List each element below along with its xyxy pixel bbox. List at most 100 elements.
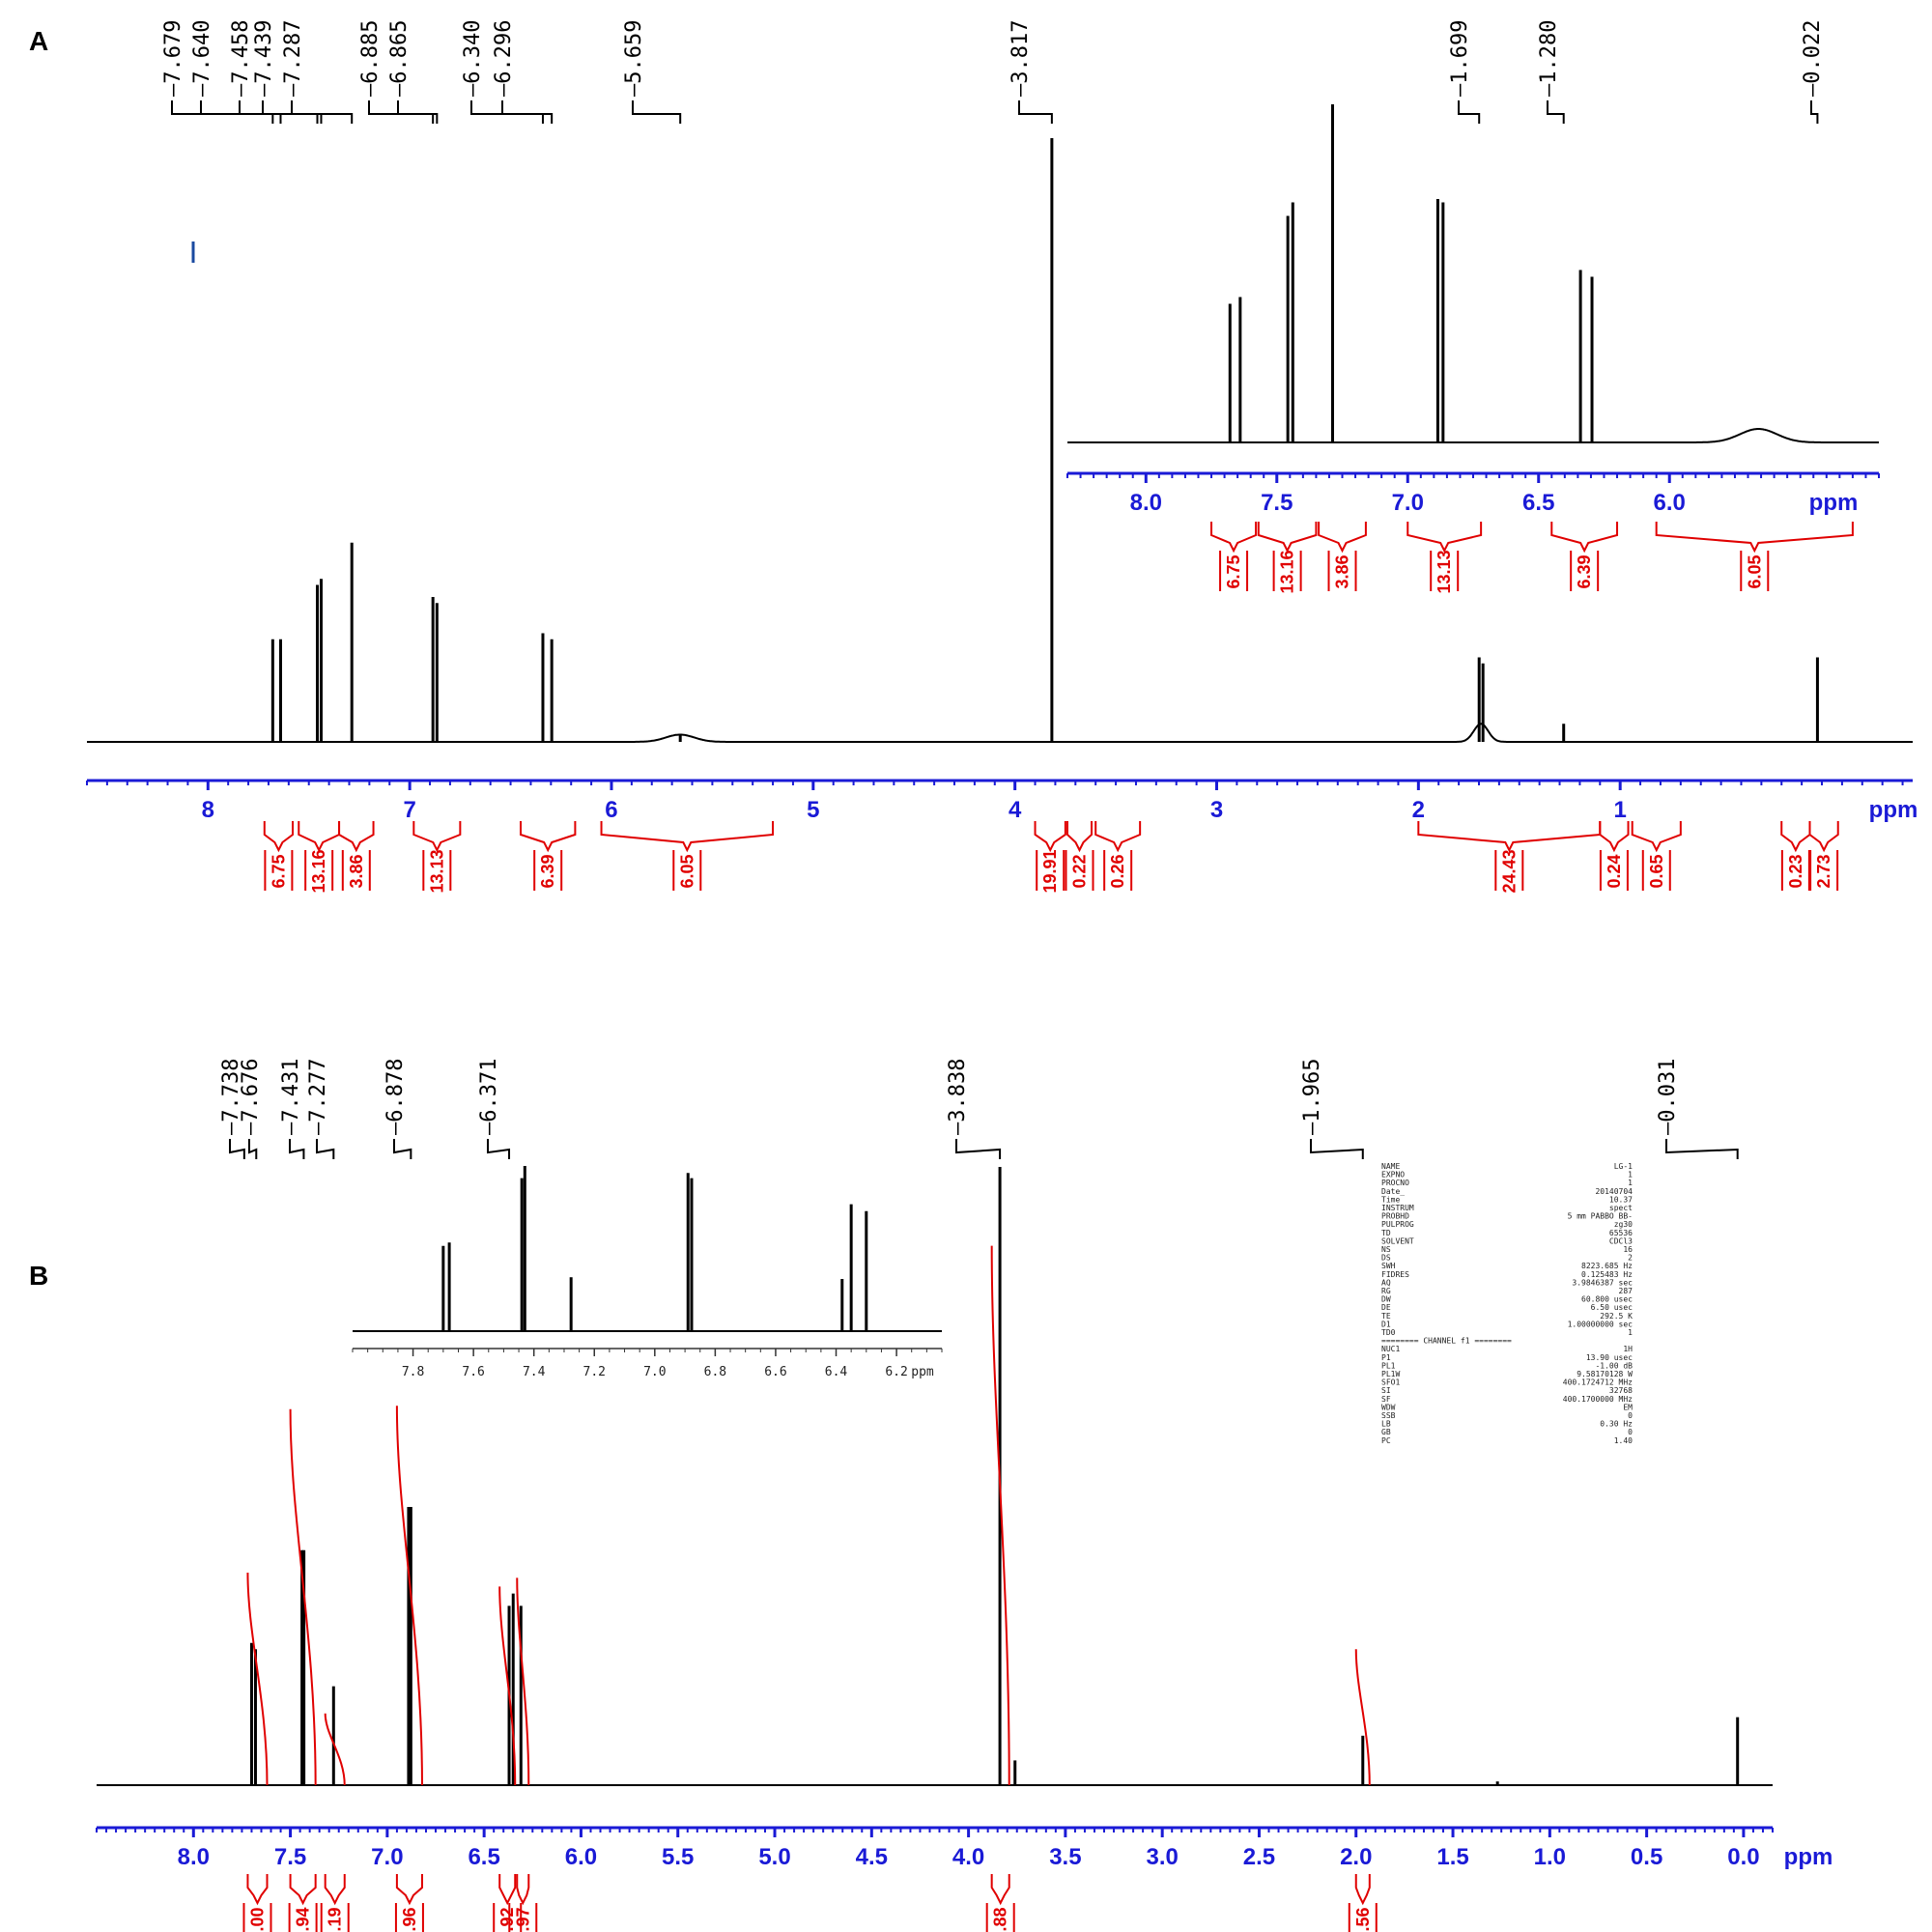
panel-a-inset-axis-unit: ppm: [1809, 490, 1859, 516]
panel-b-integral-curve: [1354, 1649, 1371, 1786]
panel-a-peak-label: —0.022: [1801, 20, 1825, 97]
panel-b-tick-label: 8.0: [178, 1844, 210, 1870]
panel-a-integral-value: 13.13: [427, 849, 446, 893]
acquisition-parameter-value: 5 mm PABBO BB-: [1568, 1212, 1633, 1221]
panel-a-peak-label: —5.659: [622, 20, 646, 97]
panel-a-inset-integral-value: 3.86: [1333, 554, 1352, 588]
panel-b-integral-bracket: [395, 1874, 423, 1906]
panel-a-integral-bracket: [600, 821, 775, 853]
panel-b-peak-leader: [955, 1139, 1002, 1159]
panel-b-peak-label: —7.431: [279, 1059, 303, 1135]
panel-b-peak-label: —7.676: [239, 1059, 263, 1135]
panel-a-spectrum: 8 7 6 5 4 3 2 1 ppm 6.75 13.16 3.86 13.13 6.39 6.05 19.…: [86, 20, 1918, 894]
acquisition-parameter-value: 1.00000000 sec: [1568, 1320, 1634, 1328]
acquisition-parameter-value: LG-1: [1614, 1162, 1633, 1171]
acquisition-parameter-name: TE: [1381, 1312, 1391, 1321]
panel-b-peak-leader: [393, 1139, 412, 1159]
panel-a-integral-value: 0.26: [1108, 854, 1127, 888]
acquisition-parameter-name: Time: [1381, 1195, 1400, 1204]
panel-a-baseline: [87, 723, 1913, 743]
panel-b-inset-tick-label: 7.8: [402, 1365, 424, 1379]
panel-a-peak-leader: [632, 100, 682, 124]
acquisition-parameter-name: DE: [1381, 1303, 1391, 1312]
acquisition-parameter-value: 1: [1628, 1328, 1633, 1337]
panel-a-peak-leader: [1547, 100, 1565, 124]
panel-b-integral-bracket: [498, 1874, 517, 1906]
panel-a-inset-tick-label: 6.5: [1522, 490, 1554, 516]
panel-a-integral-bracket: [1808, 821, 1839, 853]
panel-b-peak-leader: [487, 1139, 511, 1159]
acquisition-parameter-value: 1.40: [1614, 1436, 1633, 1445]
panel-a-peak-label: —6.296: [492, 20, 516, 97]
panel-b-integral-curve: [990, 1245, 1010, 1786]
panel-b-integral-value: 0.92: [497, 1907, 517, 1932]
panel-b-tick-label: 7.5: [274, 1844, 306, 1870]
panel-a-peak-label: —7.287: [281, 20, 305, 97]
panel-b-tick-label: 0.0: [1727, 1844, 1759, 1870]
panel-b-tick-label: 5.5: [662, 1844, 694, 1870]
panel-b-integral-value: 1.96: [400, 1907, 419, 1932]
acquisition-parameter-value: zg30: [1614, 1220, 1633, 1229]
panel-a-integral-value: 0.65: [1647, 854, 1666, 888]
panel-a-inset-baseline: [1067, 428, 1879, 443]
panel-b-peak-label: —3.838: [946, 1059, 970, 1135]
panel-a-peak-leader: [239, 100, 319, 124]
panel-a-inset-spectrum: 8.0 7.5 7.0 6.5 6.0 ppm 6.75 13.16 3.86 13.13 6.39…: [1066, 104, 1880, 594]
panel-b-tick-label: 6.5: [468, 1844, 499, 1870]
acquisition-parameter-value: 32768: [1609, 1386, 1633, 1395]
acquisition-parameter-name: SF: [1381, 1395, 1391, 1404]
panel-a-peak-label: —7.439: [252, 20, 276, 97]
acquisition-parameter-name: SOLVENT: [1381, 1236, 1414, 1245]
panel-b-spectrum: 8.0 7.5 7.0 6.5 6.0 5.5 5.0 4.5 4.0 3.5 3.0 2.5 2.0 1…: [96, 1059, 1833, 1932]
panel-a-peak-leader: [397, 100, 439, 124]
panel-a-peak-label: —1.699: [1448, 20, 1472, 97]
panel-b-peak-label: —6.878: [384, 1059, 408, 1135]
panel-b-tick-label: 5.0: [758, 1844, 790, 1870]
panel-b-tick-label: 7.0: [371, 1844, 403, 1870]
panel-a-integral-bracket: [263, 821, 295, 853]
panel-a-inset-tick-label: 7.5: [1261, 490, 1293, 516]
panel-a-peak-leader: [1018, 100, 1053, 124]
panel-b-integral-curve: [498, 1586, 517, 1786]
acquisition-parameter-value: 65536: [1609, 1229, 1633, 1237]
acquisition-parameter-name: PL1: [1381, 1361, 1396, 1370]
panel-b-inset-spectrum: 7.8 7.6 7.4 7.2 7.0 6.8 6.6 6.4 6.2 ppm: [352, 1166, 943, 1379]
panel-b-integral-curve: [246, 1572, 269, 1786]
panel-a-inset-integral-value: 13.13: [1435, 550, 1454, 593]
panel-a-peak-label: —6.885: [358, 20, 383, 97]
panel-a-peak-leader: [501, 100, 554, 124]
panel-b-inset-tick-label: 6.4: [825, 1365, 848, 1379]
panel-b-inset-tick-label: 7.6: [462, 1365, 484, 1379]
panel-a-integral-value: 24.43: [1499, 849, 1519, 893]
acquisition-parameter-value: 6.50 usec: [1591, 1303, 1634, 1312]
panel-b-peak-leader: [289, 1139, 305, 1159]
acquisition-parameter-value: 292.5 K: [1600, 1312, 1633, 1321]
acquisition-parameter-value: 1: [1628, 1171, 1633, 1179]
panel-b-integral-value: 1.00: [247, 1907, 267, 1932]
acquisition-parameter-value: 1H: [1623, 1345, 1633, 1353]
acquisition-parameter-name: P1: [1381, 1353, 1391, 1362]
panel-a-axis-unit: ppm: [1869, 797, 1918, 823]
panel-b-integral-value: 0.19: [326, 1907, 345, 1932]
panel-a-inset-integral-bracket: [1655, 522, 1854, 554]
panel-b-peak-label: —7.738: [219, 1059, 243, 1135]
panel-b-inset-tick-label: 6.6: [764, 1365, 786, 1379]
panel-a-inset-integral-value: 6.75: [1224, 554, 1243, 588]
panel-b-peak-label: —7.277: [306, 1059, 330, 1135]
panel-b-peak-leader: [229, 1139, 245, 1159]
acquisition-parameter-value: EM: [1623, 1403, 1633, 1411]
panel-b-inset-tick-label: 7.0: [643, 1365, 666, 1379]
panel-a-inset-integral-bracket: [1318, 522, 1367, 554]
panel-b-integral-curve: [324, 1713, 346, 1786]
panel-a-integral-bracket: [1065, 821, 1094, 853]
acquisition-parameter-value: 287: [1619, 1287, 1634, 1295]
panel-a-integral-bracket: [1780, 821, 1811, 853]
acquisition-parameter-name: NS: [1381, 1245, 1391, 1254]
panel-b-axis-unit: ppm: [1784, 1844, 1833, 1870]
panel-a-tick-label: 4: [1009, 797, 1022, 823]
panel-b-peak-leader: [1665, 1139, 1739, 1159]
panel-b-integral-bracket: [990, 1874, 1010, 1906]
panel-a-integral-bracket: [412, 821, 462, 853]
panel-a-peak-leader: [200, 100, 282, 124]
acquisition-parameter-name: DW: [1381, 1295, 1391, 1304]
